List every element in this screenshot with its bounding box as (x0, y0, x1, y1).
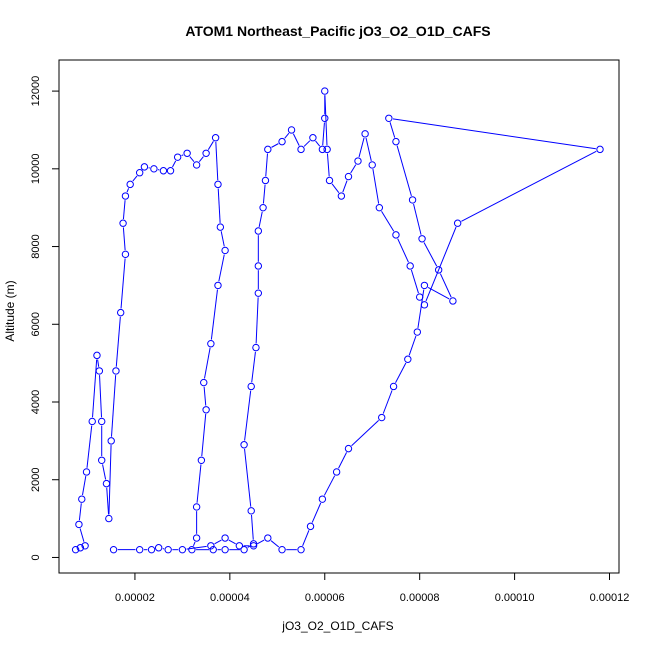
x-tick-label: 0.00002 (115, 592, 155, 604)
y-tick-label: 8000 (30, 234, 42, 258)
x-tick-label: 0.00012 (590, 592, 630, 604)
chart-title: ATOM1 Northeast_Pacific jO3_O2_O1D_CAFS (185, 23, 490, 39)
x-tick-label: 0.00004 (210, 592, 250, 604)
y-axis-label: Altitude (m) (3, 280, 17, 341)
y-tick-label: 12000 (30, 76, 42, 107)
y-tick-label: 0 (30, 554, 42, 560)
series-segment (182, 155, 184, 156)
x-tick-label: 0.00010 (495, 592, 535, 604)
y-tick-label: 6000 (30, 312, 42, 336)
x-tick-label: 0.00006 (305, 592, 345, 604)
x-axis-label: jO3_O2_O1D_CAFS (281, 619, 393, 633)
y-tick-label: 2000 (30, 467, 42, 491)
y-tick-label: 4000 (30, 390, 42, 414)
y-tick-label: 10000 (30, 154, 42, 185)
x-tick-label: 0.00008 (400, 592, 440, 604)
